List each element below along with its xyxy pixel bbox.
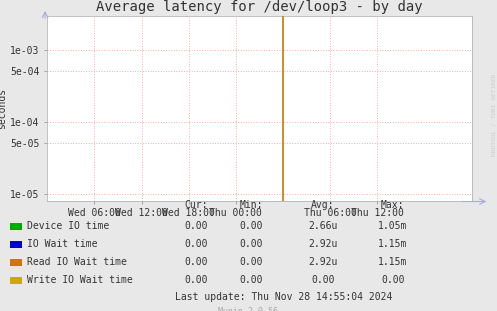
Text: 0.00: 0.00 xyxy=(184,239,208,249)
Text: 2.66u: 2.66u xyxy=(308,221,338,231)
Text: 1.05m: 1.05m xyxy=(378,221,408,231)
Text: 1.15m: 1.15m xyxy=(378,257,408,267)
Text: 0.00: 0.00 xyxy=(184,257,208,267)
Text: 0.00: 0.00 xyxy=(239,257,263,267)
Text: 1.15m: 1.15m xyxy=(378,239,408,249)
Text: 2.92u: 2.92u xyxy=(308,257,338,267)
Text: RRDTOOL / TOBI OETIKER: RRDTOOL / TOBI OETIKER xyxy=(491,74,496,156)
Text: 0.00: 0.00 xyxy=(184,221,208,231)
Text: Avg:: Avg: xyxy=(311,200,335,210)
Y-axis label: seconds: seconds xyxy=(0,87,7,129)
Text: Cur:: Cur: xyxy=(184,200,208,210)
Text: 0.00: 0.00 xyxy=(239,239,263,249)
Text: 0.00: 0.00 xyxy=(381,275,405,285)
Text: 0.00: 0.00 xyxy=(311,275,335,285)
Text: Last update: Thu Nov 28 14:55:04 2024: Last update: Thu Nov 28 14:55:04 2024 xyxy=(174,292,392,302)
Text: Device IO time: Device IO time xyxy=(27,221,109,231)
Text: 0.00: 0.00 xyxy=(239,221,263,231)
Title: Average latency for /dev/loop3 - by day: Average latency for /dev/loop3 - by day xyxy=(96,0,423,14)
Text: Read IO Wait time: Read IO Wait time xyxy=(27,257,127,267)
Text: Max:: Max: xyxy=(381,200,405,210)
Text: 0.00: 0.00 xyxy=(239,275,263,285)
Text: Munin 2.0.56: Munin 2.0.56 xyxy=(219,308,278,311)
Text: 0.00: 0.00 xyxy=(184,275,208,285)
Text: IO Wait time: IO Wait time xyxy=(27,239,98,249)
Text: Write IO Wait time: Write IO Wait time xyxy=(27,275,133,285)
Text: Min:: Min: xyxy=(239,200,263,210)
Text: 2.92u: 2.92u xyxy=(308,239,338,249)
